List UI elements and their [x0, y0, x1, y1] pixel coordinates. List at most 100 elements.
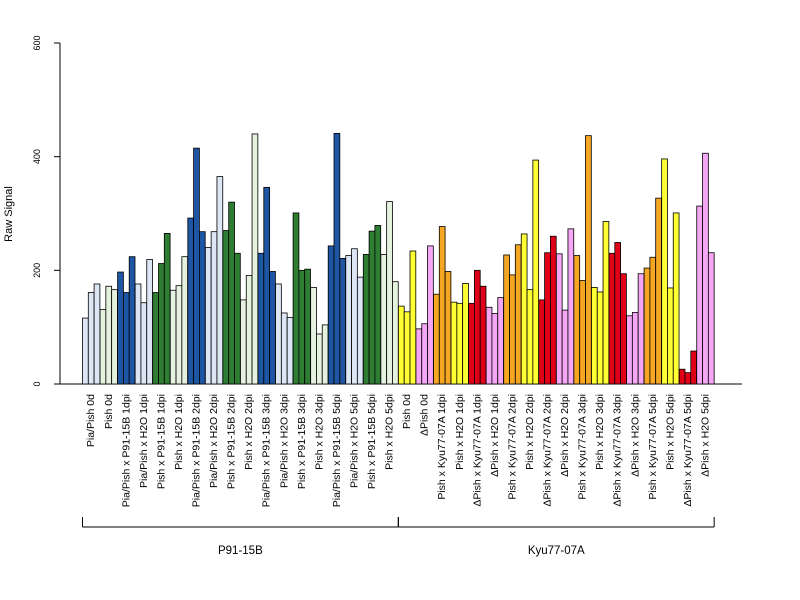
- bar: [427, 245, 434, 385]
- bar: [631, 311, 639, 385]
- bar: [444, 271, 452, 385]
- category-label: Pish x Kyu77-07A 1dpi: [436, 394, 448, 500]
- y-tick-label: 400: [32, 149, 42, 164]
- bar: [181, 256, 189, 385]
- bar: [368, 230, 376, 385]
- bar: [608, 252, 616, 385]
- bar: [690, 350, 697, 385]
- bar: [351, 248, 358, 385]
- bar: [128, 256, 136, 385]
- bar: [415, 328, 423, 385]
- bar: [204, 247, 212, 385]
- bar: [567, 228, 575, 385]
- category-label: ΔPish x H2O 5dpi: [699, 394, 711, 477]
- bar: [111, 289, 118, 385]
- bar: [678, 368, 686, 385]
- bar: [473, 269, 481, 385]
- bar: [187, 217, 195, 385]
- bar: [520, 233, 528, 385]
- y-axis: 0 200 400 600: [32, 35, 61, 387]
- bar: [684, 372, 692, 385]
- bar: [514, 244, 522, 385]
- category-label: Pish 0d: [401, 394, 413, 429]
- bar: [561, 309, 569, 385]
- bar: [661, 158, 668, 385]
- bar: [228, 201, 235, 385]
- bar: [544, 252, 551, 385]
- bar: [380, 254, 388, 385]
- bar: [280, 312, 288, 385]
- bar: [403, 311, 411, 385]
- bar: [310, 286, 317, 385]
- y-axis-title: Raw Signal: [3, 186, 15, 242]
- category-label: Pish x Kyu77-07A 3dpi: [577, 394, 589, 500]
- bar: [374, 225, 382, 385]
- category-label: Pia/Pish x H2O 5dpi: [348, 394, 360, 488]
- bar: [555, 253, 563, 385]
- bar: [602, 221, 610, 385]
- bar: [643, 267, 651, 385]
- category-label: ΔPish 0d: [419, 394, 431, 436]
- bar: [573, 255, 581, 385]
- bar: [696, 205, 703, 385]
- group-label: P91-15B: [218, 545, 263, 557]
- category-label: Pish x H2O 3dpi: [594, 394, 606, 470]
- category-label: Pish x H2O 5dpi: [664, 394, 676, 470]
- category-label: Pish x H2O 1dpi: [173, 394, 185, 470]
- bar: [585, 135, 592, 385]
- bar: [497, 297, 504, 385]
- group-label: Kyu77-07A: [528, 545, 585, 557]
- bar: [456, 302, 464, 385]
- bar: [479, 285, 487, 385]
- bar: [275, 283, 282, 385]
- bar: [462, 283, 469, 385]
- bar: [269, 271, 276, 385]
- bar: [509, 274, 516, 385]
- bar: [234, 252, 241, 385]
- group-brackets: P91-15B Kyu77-07A: [82, 517, 715, 557]
- bar: [93, 283, 101, 385]
- category-label: Pia/Pish 0d: [85, 394, 97, 447]
- bar: [345, 255, 352, 385]
- bar: [655, 197, 662, 385]
- category-labels: Pia/Pish 0d Pish 0d Pia/Pish x P91-15B 1dp…: [85, 394, 711, 507]
- category-label: Pish x Kyu77-07A 5dpi: [647, 394, 659, 500]
- bar: [316, 333, 323, 385]
- category-label: ΔPish x H2O 1dpi: [489, 394, 501, 477]
- bar: [550, 235, 557, 385]
- bar: [87, 292, 95, 385]
- bar: [702, 152, 709, 385]
- bar: [321, 324, 329, 385]
- bar: [503, 254, 510, 385]
- bar: [117, 271, 124, 385]
- category-label: Pia/Pish x H2O 2dpi: [208, 394, 220, 488]
- bar: [339, 257, 346, 385]
- bar: [304, 268, 311, 385]
- bar: [433, 293, 440, 385]
- bar: [591, 286, 598, 385]
- bar: [491, 313, 499, 385]
- category-label: ΔPish x Kyu77-07A 2dpi: [542, 394, 554, 507]
- bar: [485, 306, 493, 385]
- bar: [292, 212, 300, 385]
- bar: [614, 242, 621, 385]
- bar: [158, 263, 165, 385]
- category-label: Pia/Pish x H2O 3dpi: [278, 394, 290, 488]
- bar: [169, 289, 177, 385]
- bar: [263, 186, 270, 385]
- category-label: Pish x H2O 5dpi: [384, 394, 396, 470]
- bar: [596, 291, 604, 385]
- bar: [327, 245, 335, 385]
- category-label: Pia/Pish x P91-15B 2dpi: [191, 394, 203, 507]
- bar: [649, 256, 657, 385]
- bar: [222, 230, 230, 385]
- bar: [637, 273, 645, 385]
- bar: [392, 281, 399, 385]
- bar: [438, 226, 446, 385]
- category-label: Pish x H2O 3dpi: [313, 394, 325, 470]
- y-tick-label: 0: [32, 381, 42, 386]
- category-label: ΔPish x H2O 3dpi: [629, 394, 641, 477]
- bar: [667, 287, 674, 385]
- category-label: ΔPish x Kyu77-07A 5dpi: [682, 394, 694, 507]
- bar: [251, 133, 259, 385]
